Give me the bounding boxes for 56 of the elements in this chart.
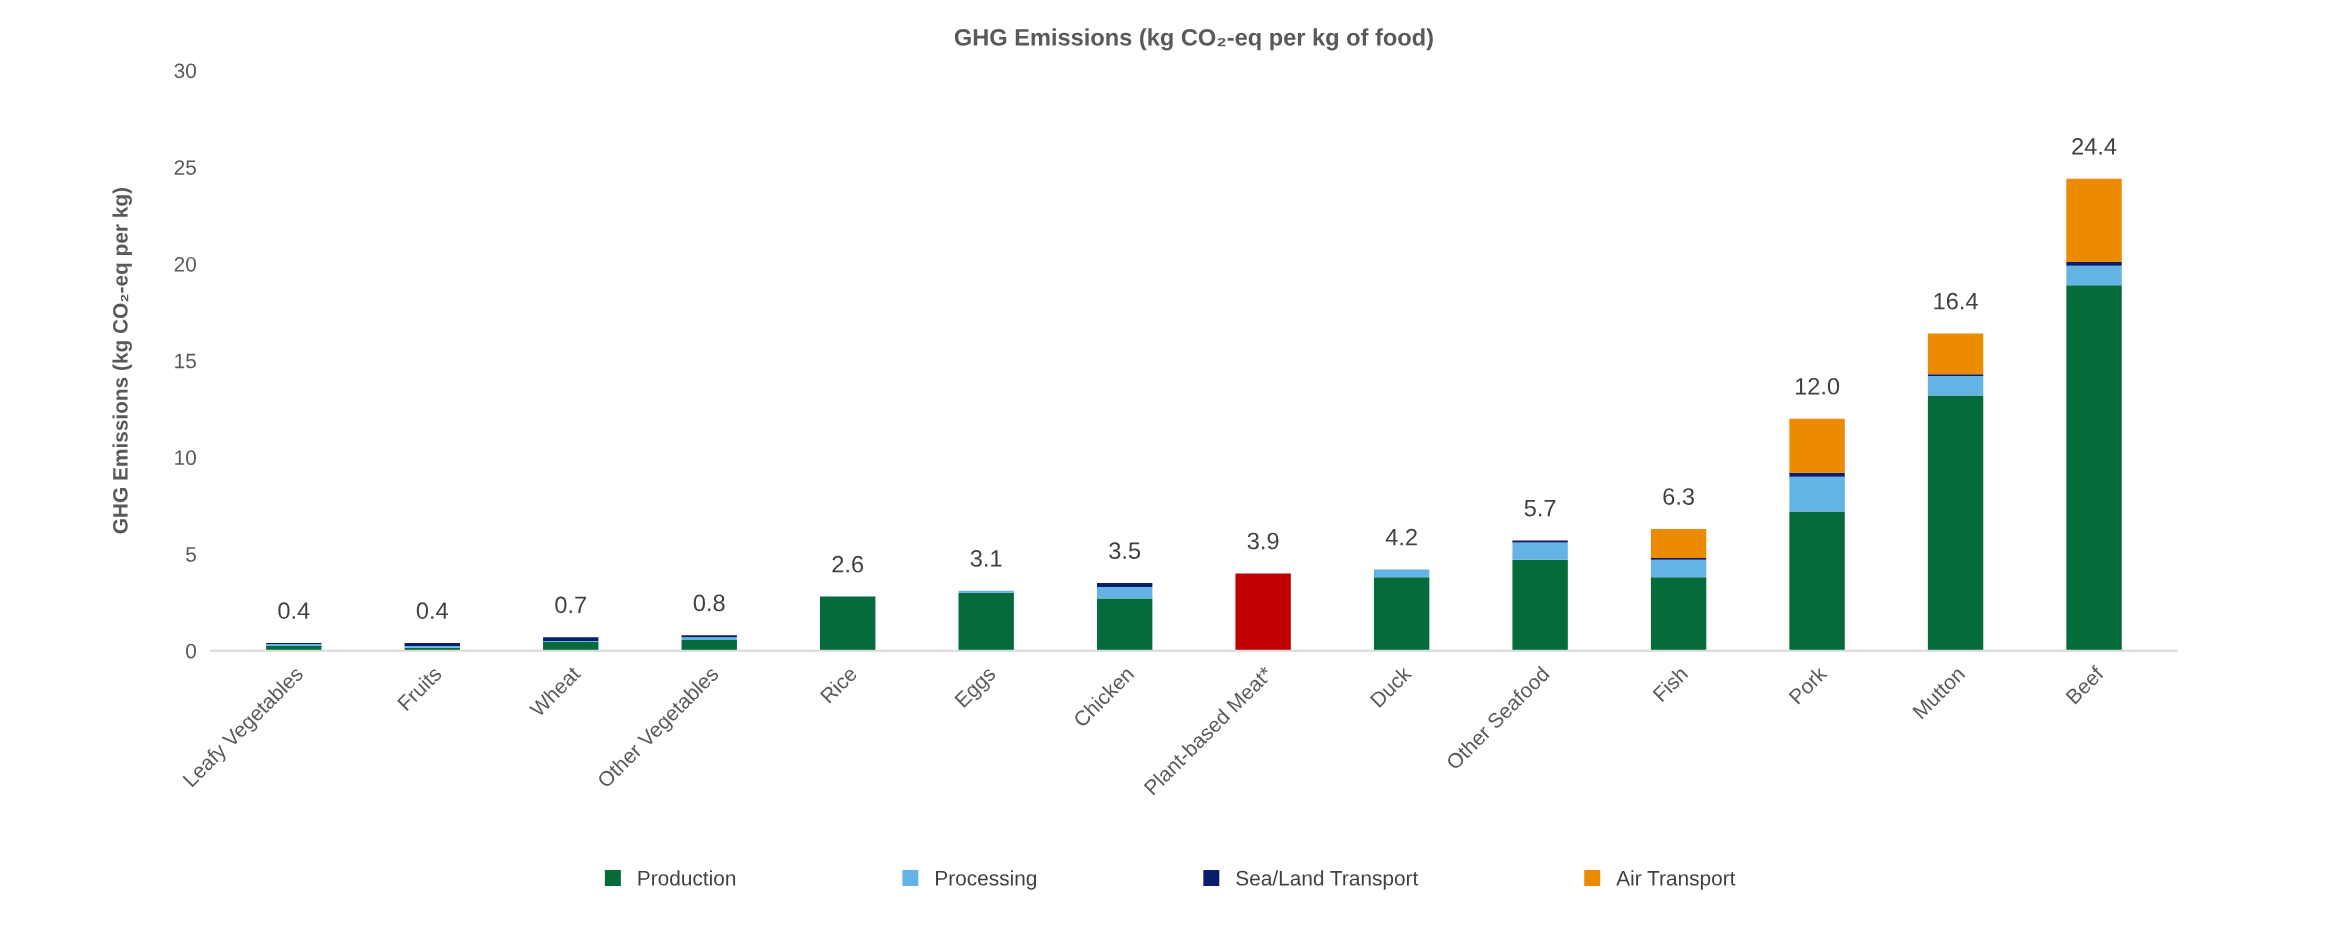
x-tick-label: Rice [819,665,858,704]
bar [820,596,876,651]
total-label: 16.4 [1934,292,1978,310]
bar [1650,559,1707,578]
bar [1512,559,1568,651]
bar [543,642,599,651]
bar [958,592,1014,651]
bar [2066,178,2122,262]
total-label: 24.4 [2072,138,2117,155]
bar [1096,586,1153,599]
bar [1373,569,1430,578]
legend-label: Air Transport [1616,870,1736,890]
total-label: 0.4 [416,602,448,620]
total-label: 0.7 [555,596,586,614]
total-label: 5.7 [1524,500,1556,517]
total-label: 3.1 [970,550,1002,567]
total-label: 3.5 [1109,542,1141,560]
total-label: 6.3 [1663,488,1694,505]
bar [2066,285,2122,651]
bar [1373,577,1430,651]
bar [1096,583,1153,587]
total-label: 0.8 [693,594,725,612]
y-tick-label: 10 [175,450,196,466]
bar [1650,577,1707,651]
chart-title: GHG Emissions (kg CO₂-eq per kg of food) [954,28,1433,51]
bar [1789,418,1845,473]
x-tick-label: Fish [1651,665,1689,703]
y-axis-title: GHG Emissions (kg CO₂-eq per kg) [112,187,132,534]
total-label: 12.0 [1795,377,1840,395]
bar [1789,511,1845,651]
bar [1927,395,1984,651]
legend-label: Processing [936,870,1037,890]
y-tick-label: 0 [186,643,196,659]
y-tick-label: 30 [174,63,196,79]
total-label: 3.9 [1247,532,1279,550]
y-tick-label: 5 [186,547,196,562]
bar [1927,376,1984,396]
y-tick-label: 25 [174,160,196,175]
total-label: 0.4 [278,602,310,620]
bar [1096,598,1153,651]
bar [2066,265,2122,286]
legend-label: Production [638,870,736,886]
y-tick-label: 20 [174,256,196,272]
total-label: 4.2 [1385,528,1417,546]
bar [1789,472,1845,477]
bar [1235,573,1291,651]
legend-label: Sea/Land Transport [1236,870,1419,890]
total-label: 2.6 [832,555,864,573]
bar [1789,476,1845,512]
y-tick-label: 15 [175,353,196,369]
bar [1650,528,1707,558]
bar [1927,333,1984,375]
bar [543,637,599,642]
bar [2066,261,2122,266]
bar [1512,542,1568,560]
bar [681,640,737,651]
